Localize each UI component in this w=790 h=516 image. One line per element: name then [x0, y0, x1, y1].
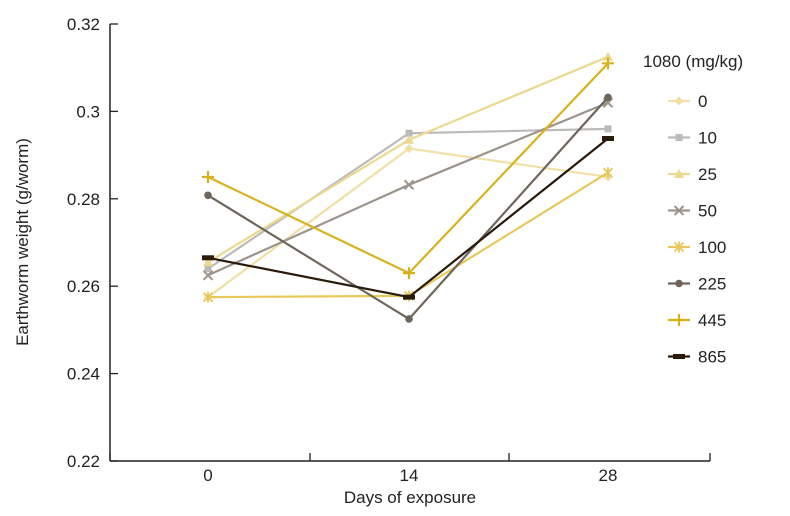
data-point	[403, 294, 415, 300]
x-axis: 0 14 28	[109, 453, 711, 485]
data-point	[204, 191, 212, 200]
data-point	[202, 170, 214, 183]
x-tick-label: 0	[203, 466, 212, 485]
series-25	[203, 51, 613, 267]
legend-item: 10	[668, 129, 717, 148]
x-tick-label: 28	[599, 466, 618, 485]
x-axis-label: Days of exposure	[344, 488, 476, 507]
series-50	[202, 97, 614, 281]
x-tick-label: 14	[400, 466, 419, 485]
series-100	[202, 167, 614, 303]
data-point	[403, 179, 415, 191]
legend-item: 865	[668, 348, 726, 367]
y-tick-label: 0.24	[67, 365, 100, 384]
data-point	[675, 134, 683, 141]
legend-title: 1080 (mg/kg)	[643, 52, 743, 71]
series-445	[202, 57, 614, 280]
legend-item: 100	[668, 238, 726, 257]
y-tick-label: 0.28	[67, 190, 100, 209]
legend-item: 0	[668, 92, 707, 111]
legend-label: 10	[698, 129, 717, 148]
legend-item: 25	[668, 165, 717, 184]
data-point	[404, 144, 414, 154]
data-point	[405, 129, 413, 137]
legend-item: 225	[668, 275, 726, 294]
legend-label: 100	[698, 238, 726, 257]
legend: 1080 (mg/kg) 0 10 25 50 100 225 445 865	[643, 52, 743, 367]
data-point	[203, 257, 213, 267]
data-point	[602, 135, 614, 141]
data-point	[602, 167, 614, 179]
legend-item: 445	[668, 311, 726, 330]
series-225	[204, 93, 612, 323]
data-point	[405, 315, 413, 323]
data-point	[674, 96, 684, 106]
data-point	[604, 93, 612, 102]
legend-label: 225	[698, 275, 726, 294]
y-tick-label: 0.26	[67, 277, 100, 296]
legend-label: 0	[698, 92, 707, 111]
data-point	[204, 265, 212, 273]
data-point	[202, 291, 214, 303]
y-axis: 0.22 0.24 0.26 0.28 0.3 0.32	[67, 15, 118, 471]
data-point	[602, 57, 614, 70]
legend-label: 50	[698, 202, 717, 221]
data-point	[604, 125, 612, 133]
data-point	[673, 241, 685, 253]
legend-label: 865	[698, 348, 726, 367]
data-point	[202, 255, 214, 261]
y-tick-label: 0.32	[67, 15, 100, 34]
data-point	[673, 205, 685, 216]
data-point	[403, 267, 415, 280]
data-point	[202, 270, 214, 281]
legend-label: 25	[698, 165, 717, 184]
y-axis-label: Earthworm weight (g/worm)	[13, 138, 32, 346]
data-point	[603, 51, 613, 61]
y-tick-label: 0.22	[67, 452, 100, 471]
legend-item: 50	[668, 202, 717, 221]
data-point	[673, 314, 685, 326]
y-tick-label: 0.3	[76, 102, 100, 121]
data-point	[674, 169, 684, 178]
data-point	[404, 134, 414, 144]
legend-label: 445	[698, 311, 726, 330]
series-layer	[202, 51, 614, 323]
series-line	[207, 101, 609, 277]
data-point	[675, 279, 683, 288]
series-865	[202, 135, 614, 300]
data-point	[673, 354, 685, 359]
